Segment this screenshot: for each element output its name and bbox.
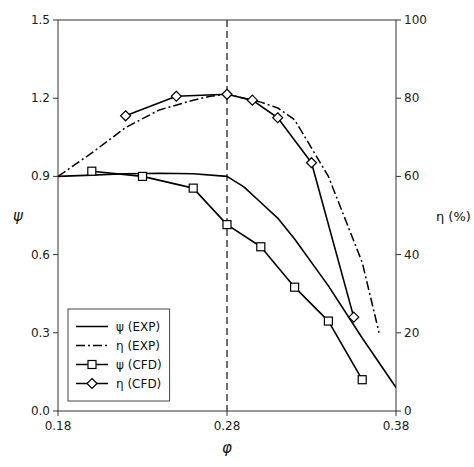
data-point (291, 283, 299, 291)
background (0, 0, 474, 467)
data-point (273, 113, 283, 123)
x-tick-label: 0.28 (214, 419, 241, 433)
plot-area (58, 20, 396, 411)
data-point (257, 243, 265, 251)
y2-tick-label: 0 (404, 404, 412, 418)
y2-tick (396, 20, 401, 21)
data-point (222, 89, 232, 99)
legend-swatch (76, 326, 108, 328)
y-tick-label: 0.0 (31, 404, 50, 418)
legend: ψ (EXP) η (EXP) ψ (CFD) η (CFD) (68, 309, 170, 401)
data-point (247, 95, 257, 105)
y-tick-label: 0.3 (31, 326, 50, 340)
reference-line (226, 20, 227, 411)
legend-label: η (CFD) (116, 377, 161, 391)
x-tick (58, 411, 59, 416)
y-tick (53, 176, 58, 177)
data-point (223, 221, 231, 229)
series-line (58, 94, 379, 333)
x-tick (227, 411, 228, 416)
data-point (88, 167, 96, 175)
y2-tick (396, 98, 401, 99)
y2-tick-label: 20 (404, 326, 419, 340)
legend-swatch (76, 345, 108, 347)
y2-axis-label: η (%) (436, 209, 471, 224)
y2-tick-label: 80 (404, 91, 419, 105)
y-tick-label: 0.9 (31, 169, 50, 183)
y2-tick (396, 332, 401, 333)
y2-tick-label: 100 (404, 13, 427, 27)
y2-tick-label: 60 (404, 169, 419, 183)
x-axis-label: φ (222, 439, 232, 457)
x-tick-label: 0.18 (45, 419, 72, 433)
legend-label: ψ (EXP) (116, 320, 160, 334)
data-point (349, 312, 359, 322)
data-point (358, 376, 366, 384)
data-point (139, 172, 147, 180)
data-point (324, 317, 332, 325)
legend-label: ψ (CFD) (116, 358, 162, 372)
plot-frame (58, 20, 396, 411)
data-point (307, 158, 317, 168)
y-tick-label: 1.5 (31, 13, 50, 27)
y2-tick (396, 176, 401, 177)
data-point (189, 184, 197, 192)
axes: 0.18 0.28 0.38 0.0 0.3 0.6 0.9 1.2 1.5 0 20 40 60 80 1… (31, 13, 427, 433)
data-point (171, 91, 181, 101)
x-tick (396, 411, 397, 416)
legend-label: η (EXP) (116, 339, 160, 353)
y-tick (53, 20, 58, 21)
x-tick-label: 0.38 (383, 419, 410, 433)
y2-tick (396, 254, 401, 255)
y2-tick-label: 40 (404, 248, 419, 262)
y2-tick (396, 411, 401, 412)
y-tick (53, 254, 58, 255)
series-line (126, 94, 354, 317)
legend-box (68, 309, 170, 401)
y-tick (53, 411, 58, 412)
data-point (121, 111, 131, 121)
legend-marker (88, 361, 96, 369)
y-tick (53, 332, 58, 333)
legend-marker (87, 379, 97, 389)
y-axis-label: ψ (13, 207, 24, 225)
y-tick-label: 0.6 (31, 248, 50, 262)
y-tick (53, 98, 58, 99)
chart: 0.18 0.28 0.38 0.0 0.3 0.6 0.9 1.2 1.5 0 20 40 60 80 1… (0, 0, 474, 467)
y-tick-label: 1.2 (31, 91, 50, 105)
